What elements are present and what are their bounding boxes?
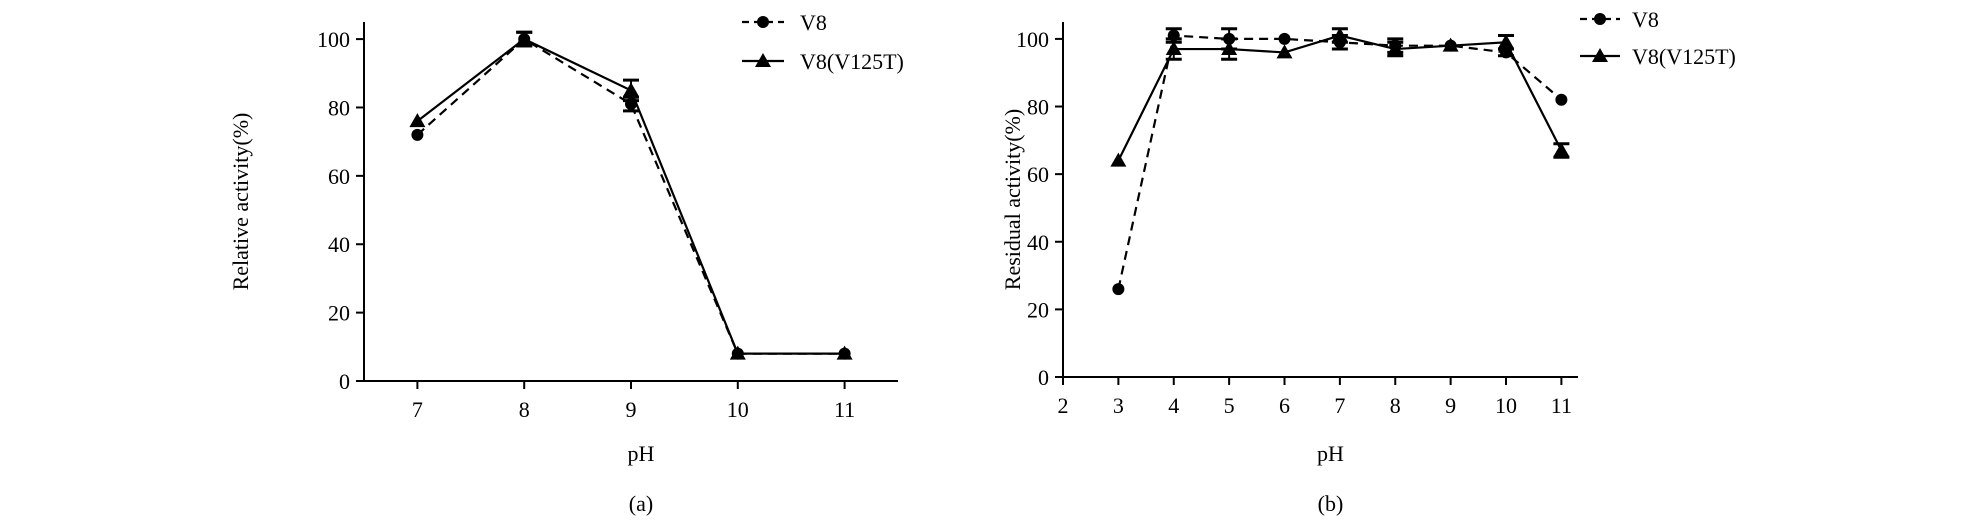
chart0-y-tick-label: 80 [328,95,350,120]
chart1-series-v8-v125t-point [1442,37,1459,52]
chart1-x-tick-label: 4 [1168,393,1179,418]
chart1-y-tick-label: 60 [1027,162,1049,187]
chart0-x-tick-label: 9 [626,397,637,422]
chart1-series-v8-v125t-point [1110,152,1127,167]
chart0-legend-label-1: V8(V125T) [800,49,904,74]
chart1-x-tick-label: 8 [1390,393,1401,418]
chart0-series-v8-v125t-point [623,82,639,97]
chart1-series-v8-point [1112,283,1125,296]
chart0-y-tick-label: 20 [328,301,350,326]
chart0-legend-label-0: V8 [800,10,827,35]
chart0-series-v8-point [411,128,424,141]
chart1-y-tick-label: 80 [1027,95,1049,120]
chart1-series-v8-point [1278,32,1291,45]
chart1-x-tick-label: 7 [1334,393,1345,418]
chart1-x-tick-label: 2 [1058,393,1069,418]
chart0-y-tick-label: 100 [317,27,350,52]
chart1-x-tick-label: 9 [1445,393,1456,418]
chart1-legend-marker-0 [1594,13,1606,25]
chart1-x-tick-label: 5 [1224,393,1235,418]
chart0-y-axis-title: Relative activity(%) [228,113,253,291]
chart0-series-v8-v125t-point [729,345,746,360]
chart1-x-tick-label: 6 [1279,393,1290,418]
chart1-legend-label-1: V8(V125T) [1632,44,1736,69]
chart0-legend-marker-1 [755,53,771,67]
chart1-x-tick-label: 10 [1495,393,1517,418]
chart1-y-tick-label: 0 [1038,365,1049,390]
chart1-y-tick-label: 40 [1027,230,1049,255]
chart0-panel-label: (a) [629,491,653,516]
chart0-legend-marker-0 [757,16,769,28]
chart1-x-tick-label: 11 [1551,393,1572,418]
chart1-y-tick-label: 100 [1016,27,1049,52]
chart0-y-tick-label: 0 [339,369,350,394]
chart1-legend-marker-1 [1592,48,1608,62]
chart1-x-axis-title: pH [1317,441,1344,466]
chart1-series-v8-line [1117,34,1563,290]
chart1-series-v8-v125t-point [1553,142,1570,157]
chart0-x-tick-label: 7 [412,397,423,422]
chart0-x-axis-title: pH [628,441,655,466]
chart1-y-axis-title: Residual activity(%) [1000,109,1025,290]
chart1-series-v8-point [1555,93,1568,106]
chart1-series-v8-v125t-point [1276,44,1293,59]
chart1-y-tick-label: 20 [1027,297,1049,322]
chart1-series-v8-v125t-point [1331,27,1348,42]
chart0-x-tick-label: 10 [727,397,749,422]
chart0-series-v8-v125t-point [409,113,426,128]
chart1-x-tick-label: 3 [1113,393,1124,418]
chart1-legend-label-0: V8 [1632,7,1659,32]
chart1-series-v8-v125t-line [1117,34,1563,162]
chart1-series-v8-v125t-point [1498,34,1515,49]
chart0-series-v8-v125t-point [836,345,853,360]
chart1-panel-label: (b) [1318,491,1344,516]
chart0-y-tick-label: 40 [328,232,350,257]
chart0-x-tick-label: 8 [519,397,530,422]
chart1-series-v8-v125t-point [1165,41,1182,56]
chart1-series-v8-v125t-point [1387,41,1404,56]
chart1-series-v8-v125t-point [1221,41,1238,56]
chart0-x-tick-label: 11 [834,397,855,422]
chart0-y-tick-label: 60 [328,164,350,189]
chart0-series-v8-v125t-point [516,31,533,46]
